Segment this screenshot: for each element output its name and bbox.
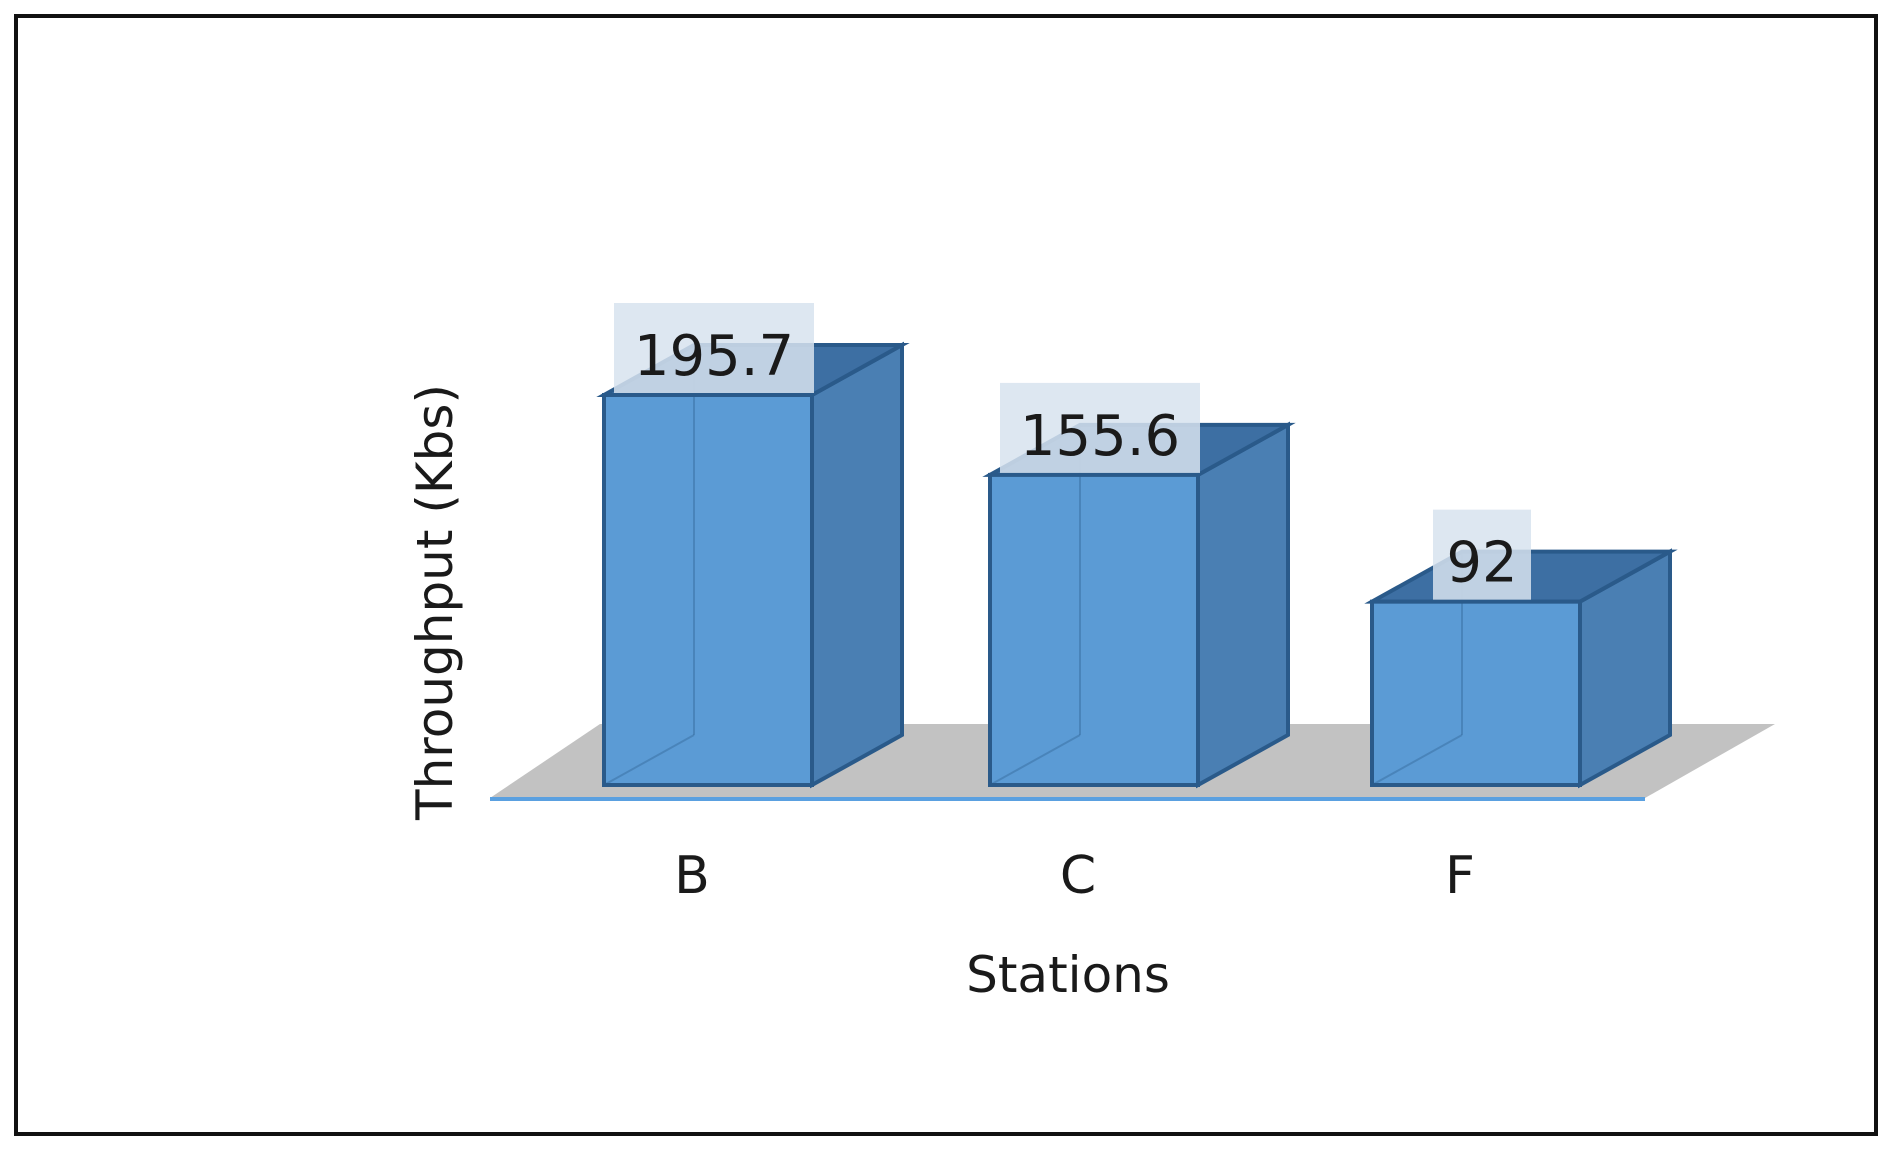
bar-side xyxy=(810,341,904,789)
bar-front xyxy=(1370,599,1582,787)
data-labels: 195.7 155.6 92 xyxy=(614,303,1531,600)
data-label: 195.7 xyxy=(634,324,794,389)
x-tick-label: B xyxy=(674,846,710,906)
bar-back-edge xyxy=(603,734,695,786)
x-axis-title: Stations xyxy=(966,946,1170,1004)
bar-B xyxy=(596,341,910,789)
data-label: 155.6 xyxy=(1020,404,1180,469)
x-tick-label: F xyxy=(1445,846,1475,906)
bar-back-edge xyxy=(1371,734,1463,786)
bar-back-edge xyxy=(989,734,1081,786)
bar-front xyxy=(988,472,1200,787)
bar-side xyxy=(1196,421,1290,789)
x-tick-label: C xyxy=(1060,846,1096,906)
bar-C xyxy=(982,421,1296,789)
data-label-box xyxy=(614,303,814,393)
data-label-box xyxy=(1000,382,1200,473)
bars xyxy=(596,341,1678,789)
bar-front xyxy=(602,393,814,787)
y-axis-title: Throughput (Kbs) xyxy=(406,384,464,821)
data-label: 92 xyxy=(1446,531,1517,596)
data-label-box xyxy=(1433,509,1531,600)
